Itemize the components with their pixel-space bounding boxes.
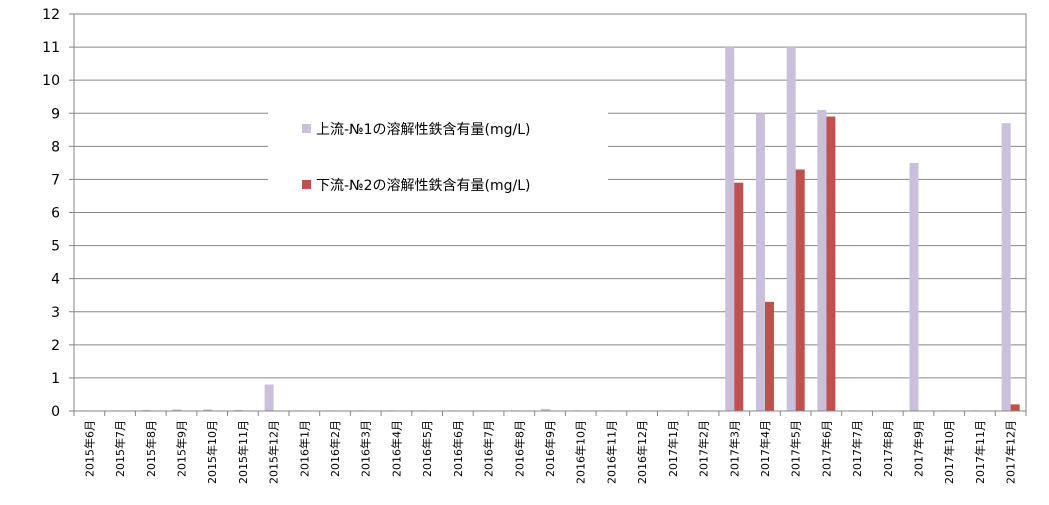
legend-background [268,108,608,206]
y-tick-label: 8 [51,139,60,155]
x-tick-label: 2017年1月 [666,420,680,477]
x-tick-label: 2016年1月 [297,420,311,477]
x-tick-label: 2017年12月 [1004,420,1018,484]
x-tick-label: 2017年7月 [850,420,864,477]
x-tick-label: 2017年6月 [819,420,833,477]
bar-upstream [172,409,182,411]
x-tick-label: 2017年2月 [697,420,711,477]
x-tick-label: 2016年2月 [328,420,342,477]
x-tick-label: 2017年10月 [942,420,956,484]
gridlines [74,46,1026,379]
legend-swatch-downstream [302,180,311,189]
x-axis-ticks: 2015年6月 2015年7月 2015年8月 2015年9月 2015年10月 2015… [73,411,1027,484]
y-tick-label: 4 [51,272,60,288]
bar-upstream [541,409,550,411]
x-tick-label: 2017年11月 [973,420,987,484]
bar-downstream [764,301,774,411]
x-tick-label: 2016年6月 [451,420,465,477]
x-tick-label: 2017年5月 [789,420,803,477]
y-tick-label: 6 [51,206,60,222]
bar-upstream [725,47,735,411]
y-tick-label: 10 [42,73,60,89]
bar-upstream [817,109,827,412]
y-tick-label: 7 [51,172,60,188]
y-tick-label: 2 [51,338,60,354]
bar-upstream [755,113,765,411]
x-tick-label: 2016年3月 [359,420,373,477]
y-tick-label: 1 [51,371,60,387]
x-tick-label: 2016年5月 [420,420,434,477]
y-tick-label: 11 [42,40,60,56]
legend-label-downstream: 下流-№2の溶解性鉄含有量(mg/L) [316,178,530,194]
y-tick-label: 3 [51,305,60,321]
bar-downstream [1010,404,1020,411]
x-tick-label: 2016年10月 [574,420,588,484]
x-tick-label: 2015年12月 [267,420,281,484]
y-tick-label: 5 [51,239,60,255]
y-tick-label: 0 [51,404,60,420]
y-tick-label: 9 [51,106,60,122]
legend: 上流-№1の溶解性鉄含有量(mg/L) 下流-№2の溶解性鉄含有量(mg/L) [268,108,608,206]
x-tick-label: 2015年9月 [174,420,188,477]
y-tick-label: 12 [42,7,60,23]
x-tick-label: 2017年9月 [912,420,926,477]
bar-series [80,47,1020,412]
legend-label-upstream: 上流-№1の溶解性鉄含有量(mg/L) [316,122,530,138]
bar-upstream [909,162,919,411]
bar-downstream [826,116,836,411]
legend-swatch-upstream [302,124,311,133]
x-tick-label: 2016年8月 [512,420,526,477]
x-tick-label: 2015年7月 [113,420,127,477]
x-tick-label: 2015年10月 [205,420,219,484]
x-tick-label: 2016年7月 [482,420,496,477]
x-tick-label: 2017年8月 [881,420,895,477]
bar-upstream [1001,123,1011,412]
bar-upstream [203,409,213,411]
x-tick-label: 2017年4月 [758,420,772,477]
bar-upstream [264,384,274,411]
x-tick-label: 2016年12月 [635,420,649,484]
x-tick-label: 2016年4月 [389,420,403,477]
bar-downstream [795,169,805,411]
bar-downstream [734,182,744,411]
x-tick-label: 2015年6月 [82,420,96,477]
x-tick-label: 2015年8月 [144,420,158,477]
bar-upstream [786,47,796,411]
x-tick-label: 2017年3月 [727,420,741,477]
x-tick-label: 2016年11月 [604,420,618,484]
x-tick-label: 2016年9月 [543,420,557,477]
x-tick-label: 2015年11月 [236,420,250,484]
